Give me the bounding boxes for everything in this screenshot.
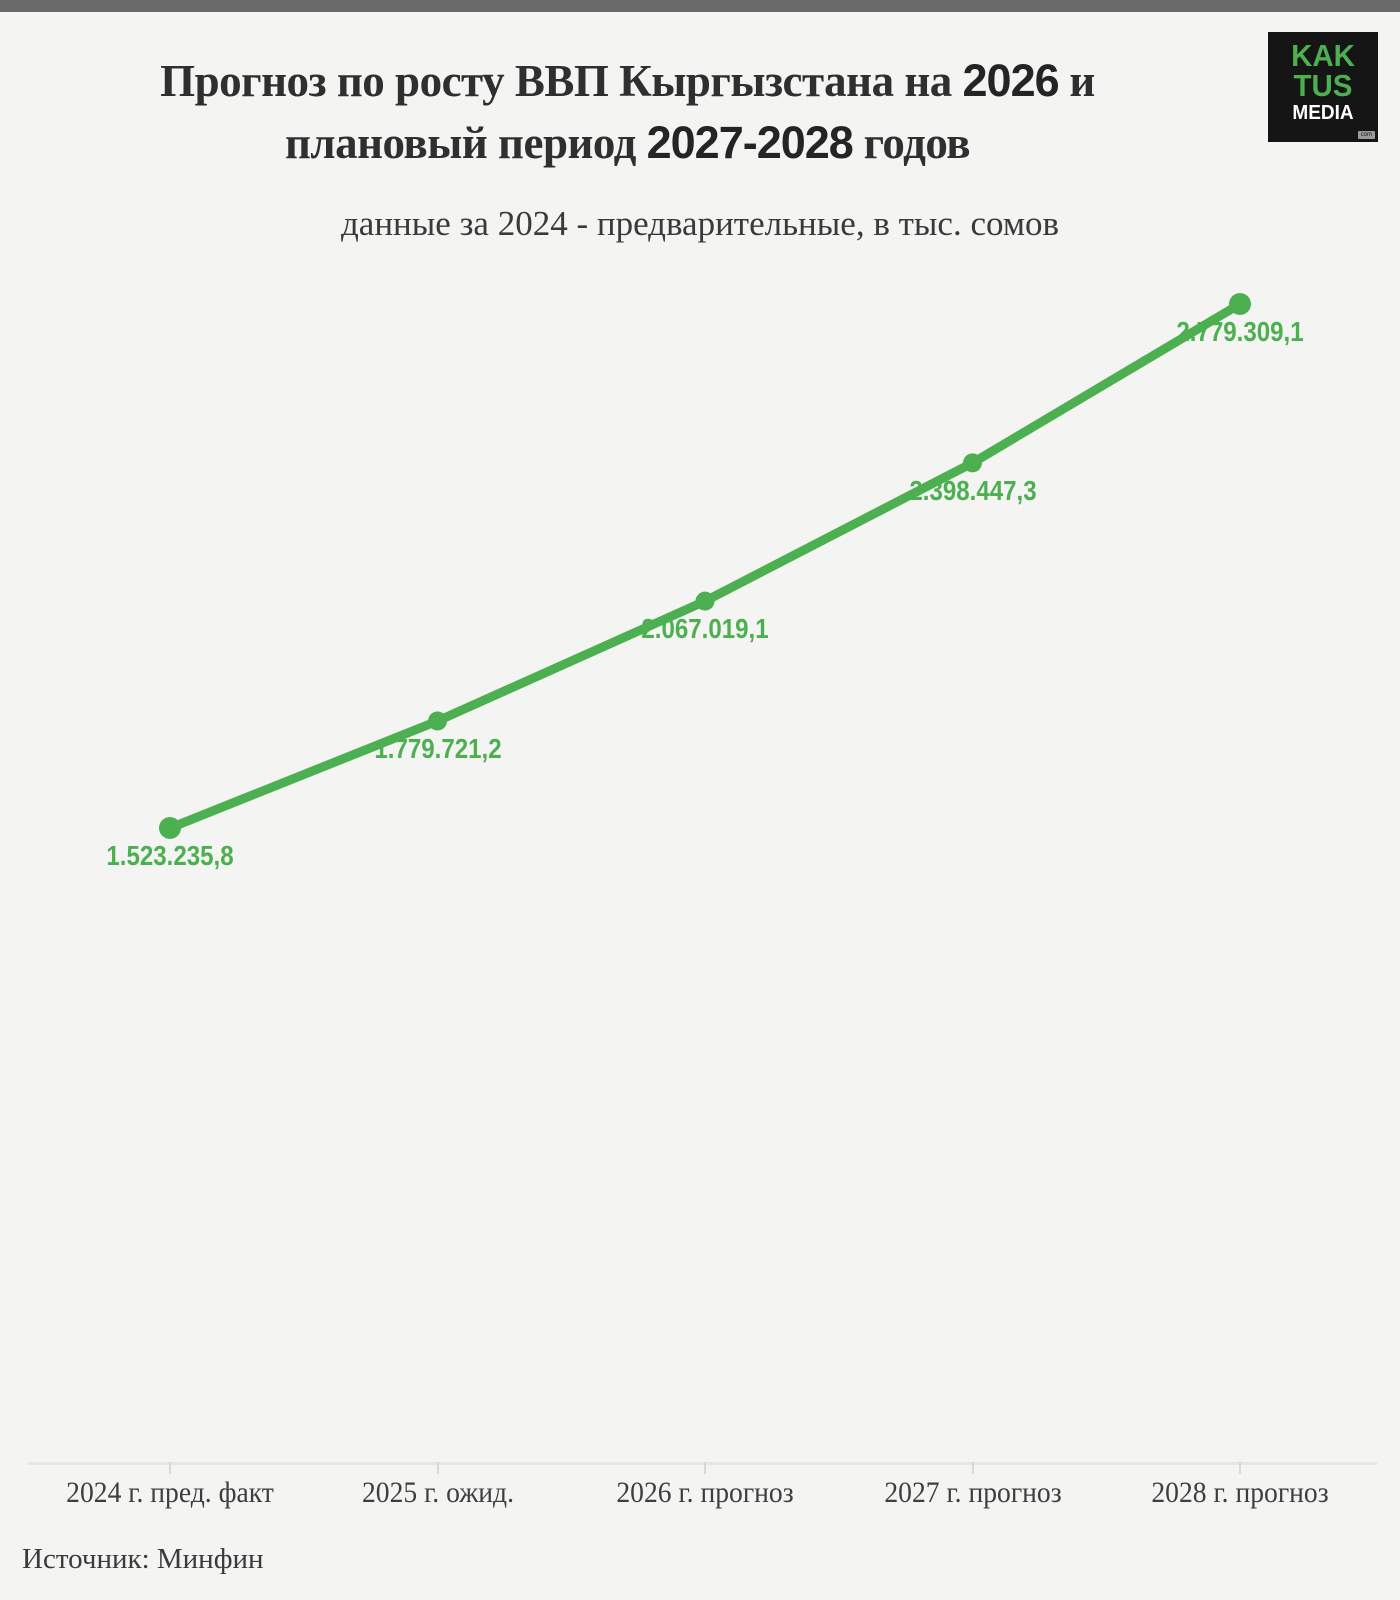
data-point-value-label: 2.067.019,1 xyxy=(641,613,769,645)
x-axis-category-label: 2025 г. ожид. xyxy=(361,1476,514,1509)
x-axis-tick xyxy=(169,1462,171,1474)
data-point-value-label: 1.523.235,8 xyxy=(106,840,234,872)
logo-text-kak: KAK xyxy=(1291,38,1355,73)
kaktus-media-logo: KAK TUS MEDIA com xyxy=(1268,32,1378,142)
x-axis-line xyxy=(28,1462,1377,1465)
logo-text-tus: TUS xyxy=(1293,68,1353,103)
data-point-marker xyxy=(695,591,715,611)
source-note: Источник: Минфин xyxy=(22,1543,264,1575)
x-axis-tick xyxy=(1239,1462,1241,1474)
x-axis-category-label: 2024 г. пред. факт xyxy=(66,1476,274,1509)
page-subtitle: данные за 2024 - предварительные, в тыс.… xyxy=(340,204,1059,243)
page-title: Прогноз по росту ВВП Кыргызстана на 2026… xyxy=(0,50,1255,174)
x-axis-tick xyxy=(436,1462,439,1474)
title-years-highlight: 2027-2028 xyxy=(646,117,854,168)
x-axis-category-label: 2028 г. прогноз xyxy=(1151,1476,1329,1509)
x-axis-category-label: 2026 г. прогноз xyxy=(616,1476,794,1509)
title-text: плановый период xyxy=(284,118,647,168)
logo-badge: com xyxy=(1357,131,1375,139)
logo-text-media: MEDIA xyxy=(1292,102,1354,124)
data-point-value-label: 2.398.447,3 xyxy=(908,474,1037,506)
data-point-marker xyxy=(428,711,447,731)
title-text: Прогноз по росту ВВП Кыргызстана на xyxy=(160,56,963,106)
data-point-value-label: 2.779.309,1 xyxy=(1176,316,1304,347)
x-axis-tick xyxy=(971,1462,974,1474)
header: Прогноз по росту ВВП Кыргызстана на 2026… xyxy=(0,50,1255,174)
x-axis-category-label: 2027 г. прогноз xyxy=(883,1476,1062,1509)
data-point-marker xyxy=(1229,293,1251,315)
data-point-value-label: 1.779.721,2 xyxy=(373,733,502,765)
title-year-highlight: 2026 xyxy=(962,55,1060,106)
data-point-marker xyxy=(159,817,181,840)
top-bar xyxy=(0,0,1400,12)
title-text: годов xyxy=(852,118,971,168)
gdp-series-line xyxy=(165,299,1245,833)
title-line2: плановый период 2027-2028 годов xyxy=(284,117,971,168)
data-point-marker xyxy=(963,453,982,473)
title-text: и xyxy=(1058,56,1095,106)
title-line1: Прогноз по росту ВВП Кыргызстана на 2026… xyxy=(160,55,1095,106)
x-axis-tick xyxy=(704,1462,706,1474)
